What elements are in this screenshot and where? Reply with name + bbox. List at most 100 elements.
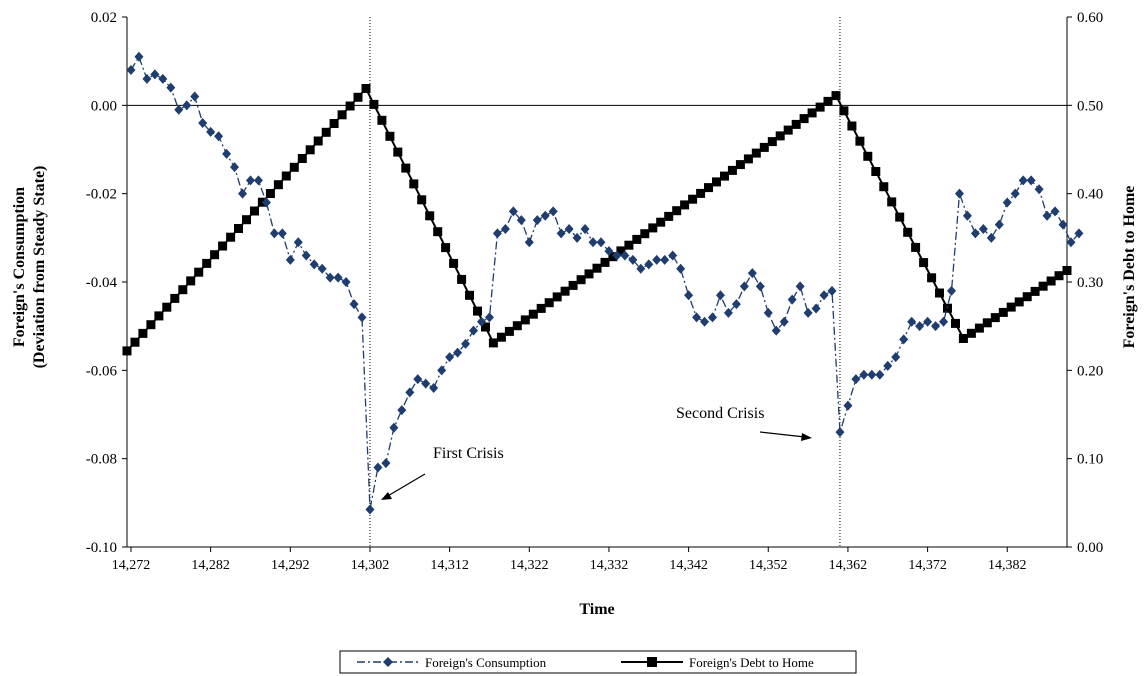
debt-point xyxy=(210,250,220,260)
consumption-point xyxy=(253,175,263,186)
debt-point xyxy=(353,92,363,102)
debt-point xyxy=(162,302,172,312)
debt-point xyxy=(672,206,682,216)
consumption-point xyxy=(421,378,431,389)
debt-point xyxy=(202,258,212,268)
consumption-point xyxy=(931,321,941,332)
debt-point xyxy=(839,106,849,116)
debt-point xyxy=(170,293,180,303)
annotation-first-crisis: First Crisis xyxy=(433,445,504,462)
consumption-point xyxy=(907,316,917,327)
debt-point xyxy=(281,171,291,181)
debt-point xyxy=(194,267,204,277)
debt-point xyxy=(329,119,339,128)
x-tick-label: 14,342 xyxy=(669,558,708,573)
consumption-point xyxy=(731,299,741,310)
debt-point xyxy=(1014,297,1024,307)
debt-point xyxy=(481,322,490,332)
plot-frame xyxy=(126,17,1068,548)
debt-point xyxy=(847,121,857,131)
debt-point xyxy=(154,311,164,321)
debt-point xyxy=(536,303,546,313)
debt-point xyxy=(337,110,347,120)
consumption-point xyxy=(166,82,176,93)
debt-point xyxy=(345,101,355,111)
debt-point xyxy=(727,165,737,175)
debt-point xyxy=(664,211,674,221)
debt-point xyxy=(242,215,251,225)
right-tick-label: 0.60 xyxy=(1077,10,1103,26)
debt-point xyxy=(520,315,530,325)
debt-point xyxy=(720,171,729,181)
debt-point xyxy=(624,240,634,250)
annotation-second-crisis-arrow xyxy=(759,431,806,438)
consumption-point xyxy=(413,374,423,385)
debt-point xyxy=(218,241,228,251)
consumption-point xyxy=(819,290,829,301)
x-tick-label: 14,322 xyxy=(510,558,549,573)
consumption-point xyxy=(763,307,773,318)
annotation-second-crisis-arrowhead xyxy=(801,433,812,441)
consumption-point xyxy=(405,387,415,398)
debt-point xyxy=(361,84,371,93)
debt-point xyxy=(966,328,976,338)
consumption-point xyxy=(692,312,702,323)
debt-point xyxy=(1062,266,1072,275)
debt-point xyxy=(313,136,323,146)
consumption-point xyxy=(389,422,399,433)
consumption-point xyxy=(269,228,279,239)
left-tick-label: 0.00 xyxy=(91,98,117,114)
debt-point xyxy=(297,154,307,163)
consumption-point xyxy=(174,104,184,115)
consumption-point xyxy=(739,281,749,292)
debt-point xyxy=(584,269,594,279)
consumption-point xyxy=(492,228,502,239)
debt-point xyxy=(600,257,610,267)
debt-point xyxy=(393,147,403,157)
debt-point xyxy=(226,232,236,242)
consumption-point xyxy=(835,427,845,438)
debt-point xyxy=(369,99,379,109)
annotations: First Crisis Second Crisis xyxy=(381,405,812,500)
debt-point xyxy=(815,102,825,112)
consumption-point xyxy=(293,237,303,248)
debt-point xyxy=(401,163,411,173)
debt-point xyxy=(887,197,897,207)
consumption-point xyxy=(245,175,255,186)
consumption-point xyxy=(612,250,622,261)
x-tick-label: 14,312 xyxy=(430,558,469,573)
consumption-point xyxy=(596,237,606,248)
debt-point xyxy=(552,292,562,302)
consumption-point xyxy=(708,312,718,323)
right-tick-label: 0.30 xyxy=(1077,275,1103,291)
consumption-point xyxy=(923,316,933,327)
debt-point xyxy=(305,145,315,155)
consumption-point xyxy=(827,285,837,296)
consumption-point xyxy=(365,504,375,515)
consumption-point xyxy=(1050,206,1060,217)
series-layer xyxy=(122,51,1084,515)
consumption-point xyxy=(747,268,757,279)
consumption-point xyxy=(548,206,558,217)
left-tick-label: 0.02 xyxy=(91,10,117,26)
consumption-point xyxy=(381,458,391,469)
x-tick-label: 14,352 xyxy=(749,558,788,573)
consumption-point xyxy=(899,334,909,345)
debt-point xyxy=(234,224,243,233)
consumption-point xyxy=(309,259,319,270)
consumption-point xyxy=(994,219,1004,230)
consumption-point xyxy=(867,369,877,380)
consumption-point xyxy=(564,224,574,234)
debt-point xyxy=(648,223,658,233)
x-tick-label: 14,382 xyxy=(988,558,1027,573)
consumption-point xyxy=(182,100,192,111)
consumption-point xyxy=(779,316,789,327)
debt-point xyxy=(919,258,929,268)
debt-point xyxy=(799,114,809,124)
consumption-point xyxy=(1002,197,1012,208)
debt-point xyxy=(592,263,602,273)
debt-point xyxy=(640,229,650,239)
debt-point xyxy=(576,275,586,285)
consumption-point xyxy=(341,277,351,287)
consumption-point xyxy=(500,224,510,234)
